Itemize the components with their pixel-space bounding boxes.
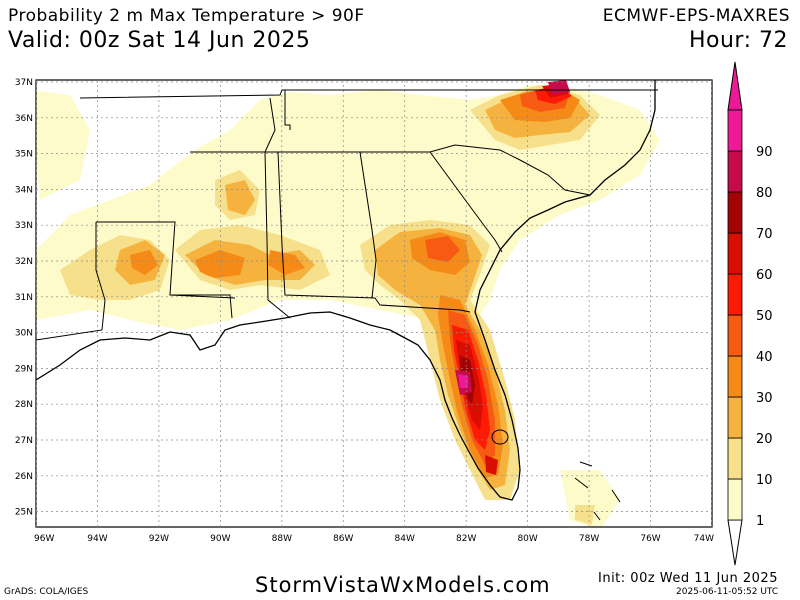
- colorbar-segment: [727, 396, 743, 439]
- colorbar-label: 70: [756, 227, 773, 242]
- lat-label: 25N: [15, 508, 33, 518]
- init-time: Init: 00z Wed 11 Jun 2025: [598, 571, 778, 586]
- latitude-labels: 37N 36N 35N 34N 33N 32N 31N 30N 29N 28N 27N 26N 25N: [15, 78, 33, 518]
- colorbar-label: 30: [756, 391, 773, 406]
- lat-label: 34N: [15, 185, 33, 195]
- longitude-labels: 96W 94W 92W 90W 88W 86W 84W 82W 80W 78W 76W 74W: [34, 534, 714, 544]
- lon-label: 82W: [456, 534, 476, 544]
- colorbar-label: 90: [756, 145, 773, 160]
- colorbar-bottom-arrow: [727, 519, 743, 566]
- colorbar-label: 80: [756, 186, 773, 201]
- colorbar-segment: [727, 314, 743, 357]
- lat-label: 28N: [15, 400, 33, 410]
- model-name: ECMWF-EPS-MAXRES: [602, 6, 790, 26]
- coastline: [36, 80, 656, 501]
- colorbar-label: 50: [756, 309, 773, 324]
- colorbar-segment: [727, 150, 743, 193]
- colorbar-label: 10: [756, 473, 773, 488]
- lat-label: 33N: [15, 221, 33, 231]
- grads-credit: GrADS: COLA/IGES: [4, 587, 89, 597]
- lat-label: 36N: [15, 114, 33, 124]
- timestamp: 2025-06-11-05:52 UTC: [676, 587, 779, 597]
- geography: [36, 80, 658, 521]
- lat-label: 31N: [15, 293, 33, 303]
- colorbar-segment: [727, 478, 743, 521]
- lon-label: 88W: [272, 534, 292, 544]
- colorbar-segment: [727, 437, 743, 480]
- colorbar-segment: [727, 232, 743, 275]
- lon-label: 80W: [517, 534, 537, 544]
- valid-time: Valid: 00z Sat 14 Jun 2025: [8, 28, 311, 53]
- brand-text: StormVistaWxModels.com: [255, 573, 551, 597]
- lon-label: 94W: [87, 534, 107, 544]
- map-frame: [35, 79, 713, 528]
- colorbar-segment: [727, 355, 743, 398]
- lon-label: 78W: [579, 534, 599, 544]
- lon-label: 86W: [333, 534, 353, 544]
- lat-label: 37N: [15, 78, 33, 88]
- lon-label: 84W: [395, 534, 415, 544]
- forecast-hour: Hour: 72: [688, 28, 788, 53]
- lat-label: 32N: [15, 257, 33, 267]
- probability-shading: [36, 80, 712, 527]
- colorbar-segment: [727, 191, 743, 234]
- colorbar-segment: [727, 273, 743, 316]
- lon-label: 96W: [34, 534, 54, 544]
- lon-label: 90W: [210, 534, 230, 544]
- bahamas: [574, 461, 621, 521]
- lon-label: 74W: [694, 534, 714, 544]
- colorbar-label: 60: [756, 268, 773, 283]
- lat-label: 35N: [15, 150, 33, 160]
- lat-label: 26N: [15, 472, 33, 482]
- map-title: Probability 2 m Max Temperature > 90F: [8, 6, 365, 26]
- lat-label: 27N: [15, 436, 33, 446]
- lon-label: 76W: [640, 534, 660, 544]
- lon-label: 92W: [149, 534, 169, 544]
- colorbar-segment: [727, 109, 743, 152]
- lake-okeechobee: [491, 429, 509, 445]
- colorbar: 1 10 20 30 40 50 60 70 80 90: [727, 61, 773, 566]
- lat-label: 29N: [15, 364, 33, 374]
- colorbar-label: 40: [756, 350, 773, 365]
- colorbar-top-arrow: [727, 61, 743, 111]
- colorbar-label: 1: [756, 514, 764, 529]
- lat-label: 30N: [15, 329, 33, 339]
- state-borders: [36, 89, 658, 341]
- colorbar-label: 20: [756, 432, 773, 447]
